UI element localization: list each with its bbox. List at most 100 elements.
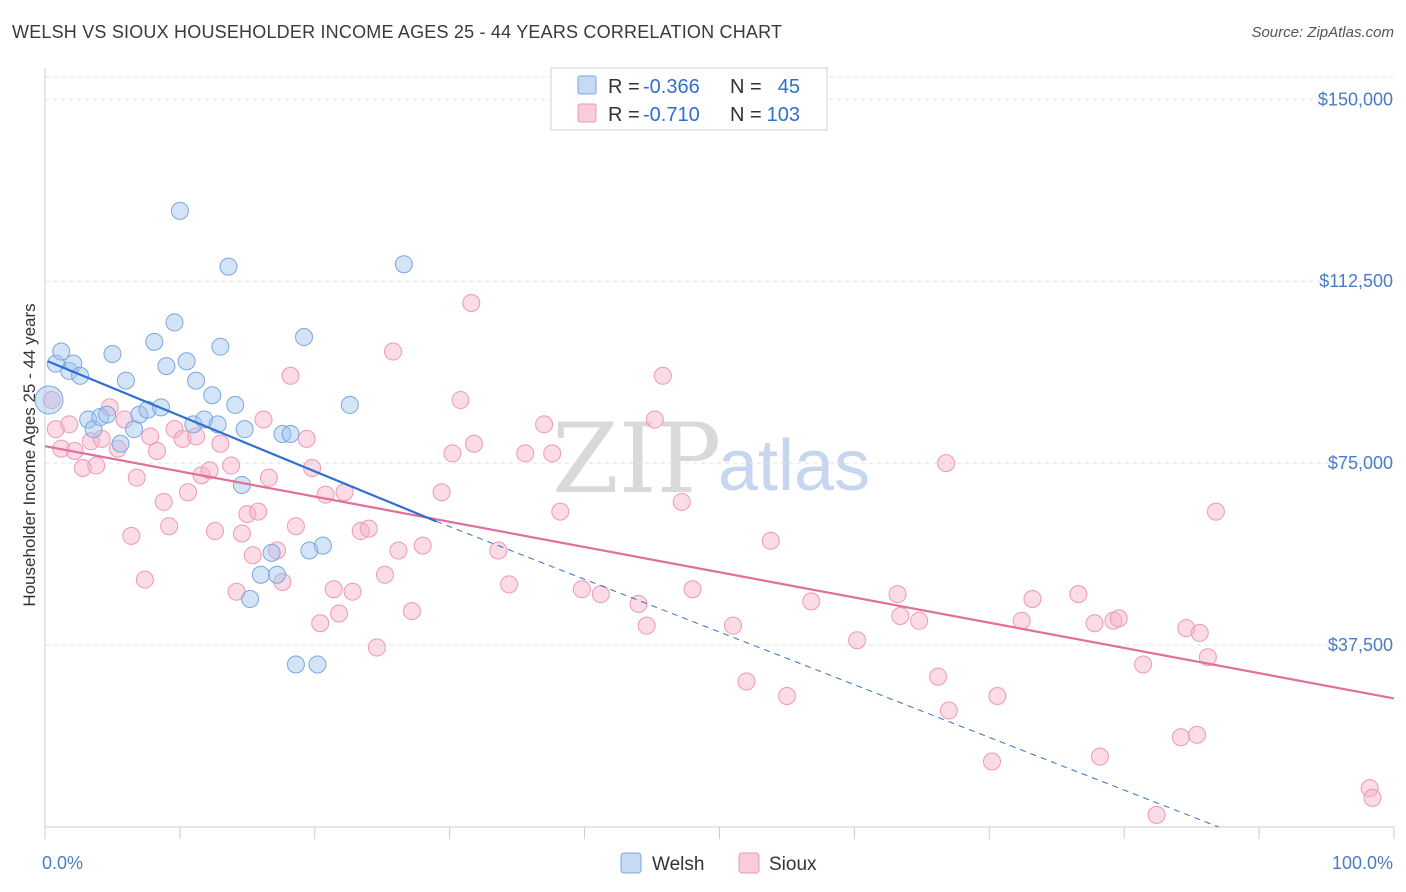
welsh-point-44 bbox=[394, 255, 413, 274]
sioux-point-33 bbox=[254, 410, 273, 429]
sioux-point-27 bbox=[222, 456, 241, 475]
sioux-point-7 bbox=[87, 456, 106, 475]
sioux-point-48 bbox=[359, 519, 378, 538]
welsh-point-20 bbox=[170, 201, 189, 220]
sioux-point-73 bbox=[683, 580, 702, 599]
sioux-point-44 bbox=[330, 604, 349, 623]
sioux-point-10 bbox=[108, 439, 127, 458]
welsh-point-2 bbox=[52, 342, 71, 361]
sioux-point-15 bbox=[141, 427, 160, 446]
sioux-point-18 bbox=[160, 517, 179, 536]
sioux-bottom-label: Sioux bbox=[769, 854, 817, 875]
sioux-point-13 bbox=[127, 468, 146, 487]
sioux-point-100 bbox=[1190, 623, 1209, 642]
y-tick-labels: $37,500 $75,000 $112,500 $150,000 bbox=[1318, 89, 1393, 655]
sioux-r-value: -0.710 bbox=[643, 104, 700, 126]
sioux-point-101 bbox=[1198, 648, 1217, 667]
sioux-point-99 bbox=[1188, 725, 1207, 744]
welsh-bottom-swatch bbox=[620, 852, 642, 874]
welsh-point-38 bbox=[286, 655, 305, 674]
sioux-point-5 bbox=[73, 458, 92, 477]
sioux-point-43 bbox=[324, 580, 343, 599]
sioux-point-56 bbox=[443, 444, 462, 463]
sioux-point-54 bbox=[413, 536, 432, 555]
welsh-n-value: 45 bbox=[778, 76, 800, 98]
sioux-point-85 bbox=[939, 701, 958, 720]
x-tick-label-max: 100.0% bbox=[1332, 853, 1393, 873]
sioux-point-50 bbox=[375, 565, 394, 584]
welsh-trend-line bbox=[47, 360, 437, 523]
sioux-r-label: R = bbox=[608, 104, 640, 126]
welsh-point-10 bbox=[103, 344, 122, 363]
y-tick-label-0: $37,500 bbox=[1328, 635, 1393, 655]
welsh-point-34 bbox=[262, 543, 281, 562]
sioux-point-80 bbox=[888, 585, 907, 604]
sioux-point-67 bbox=[591, 585, 610, 604]
sioux-point-41 bbox=[311, 614, 330, 633]
stats-legend: R = -0.366 N = 45 R = -0.710 N = 103 bbox=[550, 67, 828, 131]
sioux-point-95 bbox=[1134, 655, 1153, 674]
sioux-point-94 bbox=[1109, 609, 1128, 628]
sioux-point-69 bbox=[637, 616, 656, 635]
sioux-point-76 bbox=[761, 531, 780, 550]
sioux-point-63 bbox=[535, 415, 554, 434]
sioux-point-92 bbox=[1090, 747, 1109, 766]
welsh-legend-swatch bbox=[577, 75, 597, 95]
welsh-point-35 bbox=[268, 565, 287, 584]
y-tick-label-2: $112,500 bbox=[1319, 271, 1393, 291]
sioux-point-20 bbox=[173, 429, 192, 448]
sioux-point-77 bbox=[777, 687, 796, 706]
welsh-r-label: R = bbox=[608, 76, 640, 98]
sioux-point-84 bbox=[937, 454, 956, 473]
welsh-point-31 bbox=[235, 420, 254, 439]
welsh-point-5 bbox=[71, 366, 90, 385]
welsh-r-value: -0.366 bbox=[643, 76, 700, 98]
source-label: Source: ZipAtlas.com bbox=[1251, 24, 1394, 41]
series-legend: Welsh Sioux bbox=[620, 852, 817, 875]
sioux-point-68 bbox=[629, 594, 648, 613]
watermark: ZIP atlas bbox=[552, 403, 870, 515]
sioux-point-14 bbox=[135, 570, 154, 589]
welsh-point-23 bbox=[187, 371, 206, 390]
sioux-point-38 bbox=[286, 517, 305, 536]
sioux-point-34 bbox=[259, 468, 278, 487]
sioux-point-24 bbox=[200, 461, 219, 480]
sioux-point-46 bbox=[343, 582, 362, 601]
welsh-point-9 bbox=[98, 405, 117, 424]
sioux-point-55 bbox=[432, 483, 451, 502]
sioux-point-98 bbox=[1177, 619, 1196, 638]
welsh-point-42 bbox=[313, 536, 332, 555]
sioux-bottom-swatch bbox=[738, 852, 760, 874]
sioux-point-104 bbox=[1363, 788, 1382, 807]
sioux-point-83 bbox=[929, 667, 948, 686]
sioux-point-11 bbox=[115, 410, 134, 429]
stats-legend-box bbox=[550, 67, 828, 131]
sioux-n-label: N = bbox=[730, 104, 762, 126]
chart-title: WELSH VS SIOUX HOUSEHOLDER INCOME AGES 2… bbox=[12, 22, 783, 42]
watermark-zip: ZIP bbox=[552, 403, 721, 515]
welsh-point-33 bbox=[251, 565, 270, 584]
welsh-point-29 bbox=[226, 395, 245, 414]
welsh-point-39 bbox=[295, 327, 314, 346]
welsh-point-25 bbox=[203, 386, 222, 405]
welsh-point-41 bbox=[308, 655, 327, 674]
welsh-point-21 bbox=[177, 352, 196, 371]
welsh-point-0 bbox=[34, 385, 64, 415]
sioux-point-102 bbox=[1206, 502, 1225, 521]
sioux-point-3 bbox=[60, 415, 79, 434]
watermark-atlas: atlas bbox=[718, 426, 870, 506]
welsh-point-12 bbox=[116, 371, 135, 390]
sioux-point-87 bbox=[988, 687, 1007, 706]
welsh-point-16 bbox=[145, 332, 164, 351]
sioux-point-57 bbox=[451, 391, 470, 410]
sioux-point-82 bbox=[910, 611, 929, 630]
sioux-point-1 bbox=[46, 420, 65, 439]
sioux-point-64 bbox=[543, 444, 562, 463]
sioux-point-65 bbox=[551, 502, 570, 521]
sioux-point-61 bbox=[500, 575, 519, 594]
sioux-point-62 bbox=[516, 444, 535, 463]
trend-lines bbox=[44, 360, 1395, 828]
welsh-trend-extension bbox=[436, 520, 1219, 828]
welsh-point-11 bbox=[111, 434, 130, 453]
sioux-point-86 bbox=[982, 752, 1001, 771]
